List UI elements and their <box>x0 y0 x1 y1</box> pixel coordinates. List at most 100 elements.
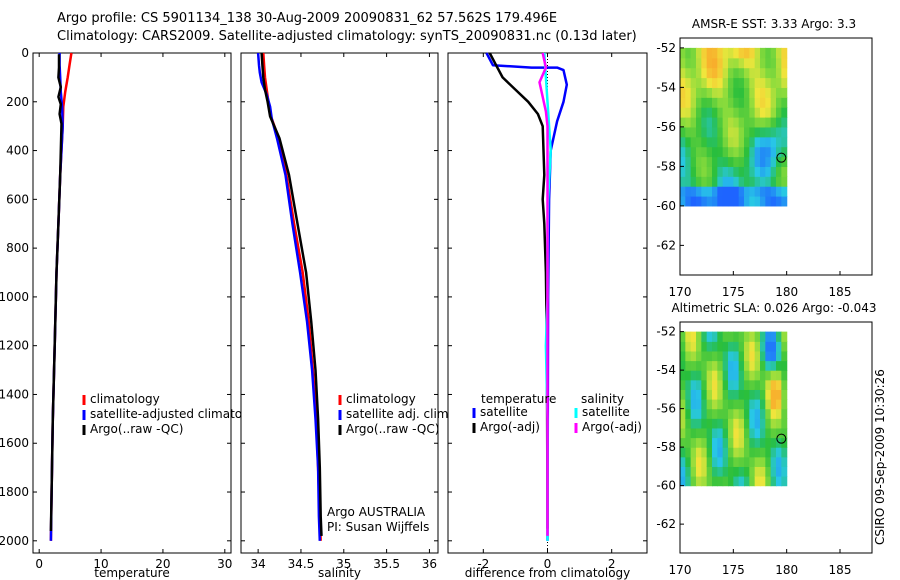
sla_map-cell <box>696 456 702 467</box>
sst_map-cell <box>776 176 782 187</box>
sst_map-cell <box>760 186 766 197</box>
sla_map-cell <box>685 379 692 390</box>
sla_map-cell <box>680 399 686 410</box>
sst_map-cell <box>706 67 713 79</box>
sst_map-ytick-label: -52 <box>656 41 676 55</box>
sst_map-xtick-label: 175 <box>722 285 745 299</box>
sst_map-cell <box>685 186 692 197</box>
sst_map-cell <box>744 97 750 108</box>
sst_map-cell <box>749 136 756 148</box>
sst_map-cell <box>744 176 750 187</box>
sla_map-cell <box>760 418 766 429</box>
sla_map-cell <box>680 379 686 390</box>
sst_map-cell <box>760 107 766 118</box>
sla_map-cell <box>690 389 697 400</box>
sla_map-cell <box>781 456 788 467</box>
sst_map-cell <box>744 57 750 69</box>
sla_map-cell <box>754 389 761 400</box>
sla_map-cell <box>781 331 788 342</box>
sla_map-cell <box>776 341 782 352</box>
sst_map-cell <box>749 57 756 69</box>
sla_map-cell <box>770 370 777 381</box>
sla_map-cell <box>733 379 740 390</box>
sst_map-cell <box>733 126 740 138</box>
sla_map-cell <box>754 427 761 439</box>
temperature-xtick-label: 20 <box>155 557 170 571</box>
sla_map-cell <box>765 466 772 477</box>
sst_map-cell <box>685 166 692 177</box>
sst_map-cell <box>765 126 772 138</box>
sla_map-cell <box>701 437 708 448</box>
temperature-ytick-label: 2000 <box>0 534 29 548</box>
sst_map-cell <box>765 47 772 59</box>
sst_map-cell <box>776 117 782 128</box>
sst_map-cell <box>770 87 777 98</box>
sla_map-cell <box>760 427 766 439</box>
sst_map-cell <box>776 166 782 177</box>
sst_map-cell <box>680 57 686 69</box>
sla_map-cell <box>776 399 782 410</box>
sla_map-cell <box>760 476 766 487</box>
sla_map-cell <box>722 389 729 400</box>
sst_map-cell <box>754 186 761 197</box>
sst_map-cell <box>722 196 729 207</box>
salinity-xtick-label: 35 <box>336 557 351 571</box>
sla_map-cell <box>765 370 772 381</box>
sst_map-cell <box>717 146 724 158</box>
sla_map-cell <box>776 447 782 458</box>
sla_map-cell <box>754 341 761 352</box>
sst_map-cell <box>680 136 686 148</box>
sla_map-cell <box>717 418 724 429</box>
sla_map-cell <box>722 418 729 429</box>
sla_map-cell <box>706 370 713 381</box>
sst_map-cell <box>696 166 702 177</box>
annotation-line-1: PI: Susan Wijffels <box>327 520 429 534</box>
salinity-xtick-label: 36 <box>422 557 437 571</box>
sst_map-cell <box>696 107 702 118</box>
sla_map-cell <box>765 437 772 448</box>
sla_map-cell <box>722 379 729 390</box>
salinity-legend-label-1: satellite adj. clim. <box>346 407 452 421</box>
sst_map-cell <box>728 126 734 138</box>
sst_map-cell <box>754 107 761 118</box>
difference-series-3 <box>538 52 549 536</box>
sla_map-cell <box>733 408 740 419</box>
sst_map-cell <box>754 146 761 158</box>
sst_map-axes-border <box>679 37 873 276</box>
sst_map-cell <box>749 117 756 128</box>
sst_map-cell <box>690 87 697 98</box>
sla_map-cell <box>706 447 713 458</box>
sla_map-cell <box>754 437 761 448</box>
sla_map-cell <box>770 427 777 439</box>
sla_map-cell <box>712 476 718 487</box>
sst_map-cell <box>712 57 718 69</box>
sla_map-cell <box>712 360 718 371</box>
sst_map-cell <box>765 117 772 128</box>
sla_map-cell <box>738 350 745 362</box>
sst_map-cell <box>701 47 708 59</box>
sst_map-ytick-label: -58 <box>656 159 676 173</box>
sst_map-cell <box>770 67 777 79</box>
sla_map-cell <box>690 341 697 352</box>
sla_map-cell <box>749 350 756 362</box>
sst_map-cell <box>706 136 713 148</box>
sst_map-cell <box>754 176 761 187</box>
sla_map-cell <box>744 389 750 400</box>
sst_map-cell <box>696 156 702 167</box>
sla_map-cell <box>706 476 713 487</box>
sla_map-cell <box>733 399 740 410</box>
sla_map-cell <box>749 370 756 381</box>
sla_map-cell <box>765 379 772 390</box>
sst_map-cell <box>696 67 702 79</box>
sst_map-cell <box>744 146 750 158</box>
sla_map-cell <box>685 466 692 477</box>
temperature-ytick-label: 800 <box>6 241 29 255</box>
sst_map-cell <box>744 67 750 79</box>
sla_map-cell <box>754 399 761 410</box>
sst_map-cell <box>706 126 713 138</box>
sla_map-cell <box>744 331 750 342</box>
difference-t-legend-label-1: Argo(-adj) <box>480 420 540 434</box>
sst_map-cell <box>738 146 745 158</box>
sst_map-cell <box>706 97 713 108</box>
